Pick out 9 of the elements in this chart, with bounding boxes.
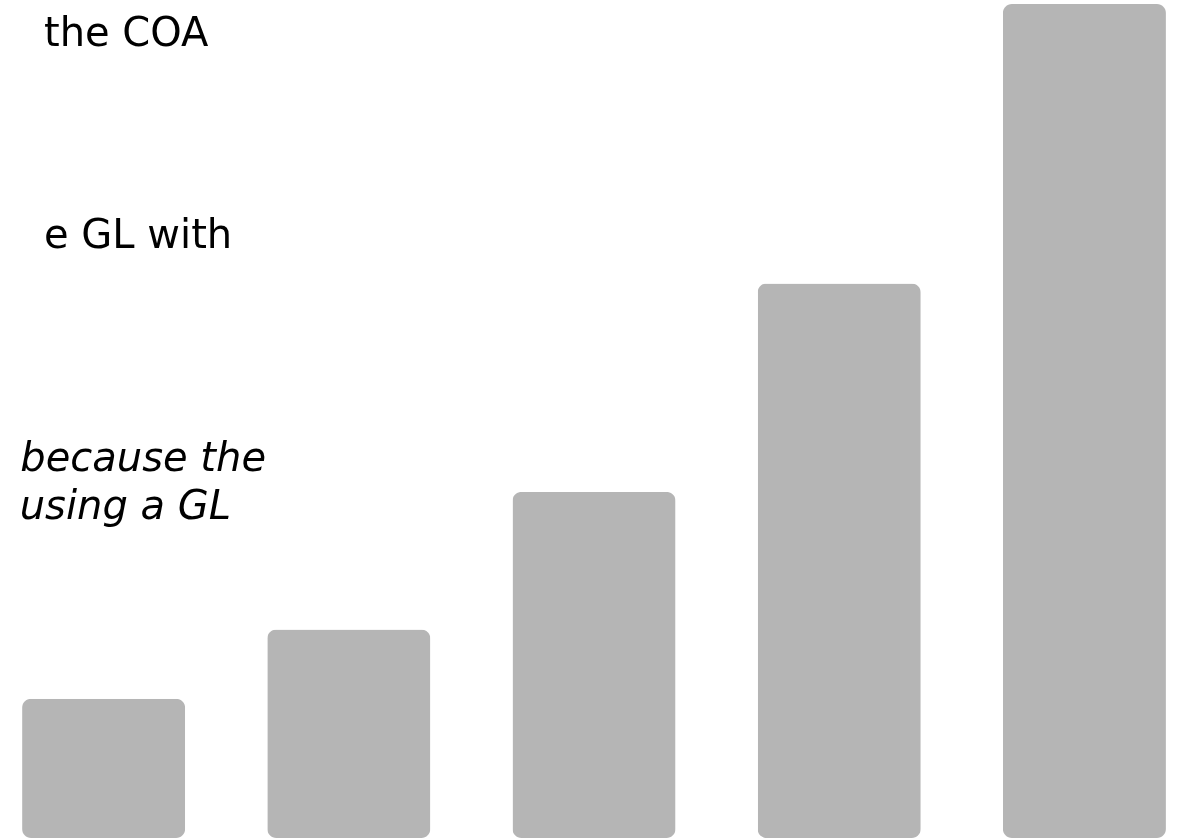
annotation: because the [20,434,266,480]
annotation: the COA [44,9,210,55]
bar [1002,4,1166,838]
annotation: e GL with [44,211,233,257]
bar [512,491,676,838]
bar [757,283,921,838]
bar [267,629,431,838]
bar [22,698,186,838]
annotation: using a GL [19,482,231,528]
